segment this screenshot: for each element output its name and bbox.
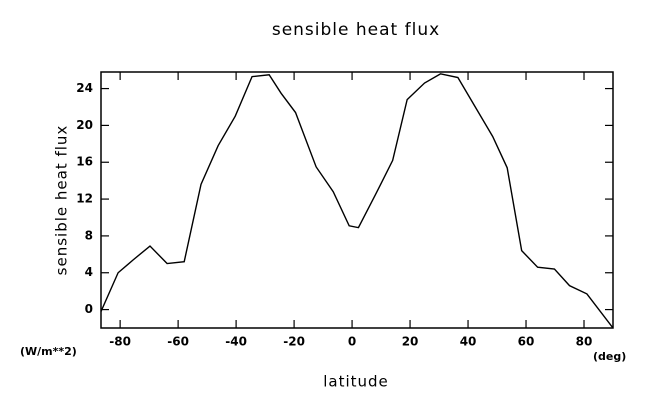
x-tick-label: 20 bbox=[402, 335, 419, 349]
y-tick-label: 16 bbox=[76, 155, 93, 169]
y-tick-label: 8 bbox=[85, 228, 93, 242]
x-axis-label: latitude bbox=[323, 373, 389, 391]
x-tick-label: 0 bbox=[348, 335, 356, 349]
y-tick-label: 0 bbox=[85, 302, 93, 316]
chart-title: sensible heat flux bbox=[272, 20, 440, 40]
x-tick-label: 80 bbox=[576, 335, 593, 349]
data-line bbox=[101, 73, 613, 328]
y-tick-label: 24 bbox=[76, 81, 93, 95]
x-unit: (deg) bbox=[593, 350, 626, 363]
plot-frame bbox=[100, 71, 614, 329]
x-tick-label: 60 bbox=[518, 335, 535, 349]
x-tick-label: 40 bbox=[460, 335, 477, 349]
y-tick-label: 12 bbox=[76, 192, 93, 206]
y-tick-label: 4 bbox=[85, 265, 93, 279]
x-tick-label: -80 bbox=[109, 335, 131, 349]
y-unit: (W/m**2) bbox=[20, 345, 77, 358]
x-tick-label: -40 bbox=[225, 335, 247, 349]
x-tick-label: -20 bbox=[283, 335, 305, 349]
y-tick-label: 20 bbox=[76, 118, 93, 132]
x-tick-label: -60 bbox=[167, 335, 189, 349]
y-axis-label: sensible heat flux bbox=[53, 125, 71, 276]
